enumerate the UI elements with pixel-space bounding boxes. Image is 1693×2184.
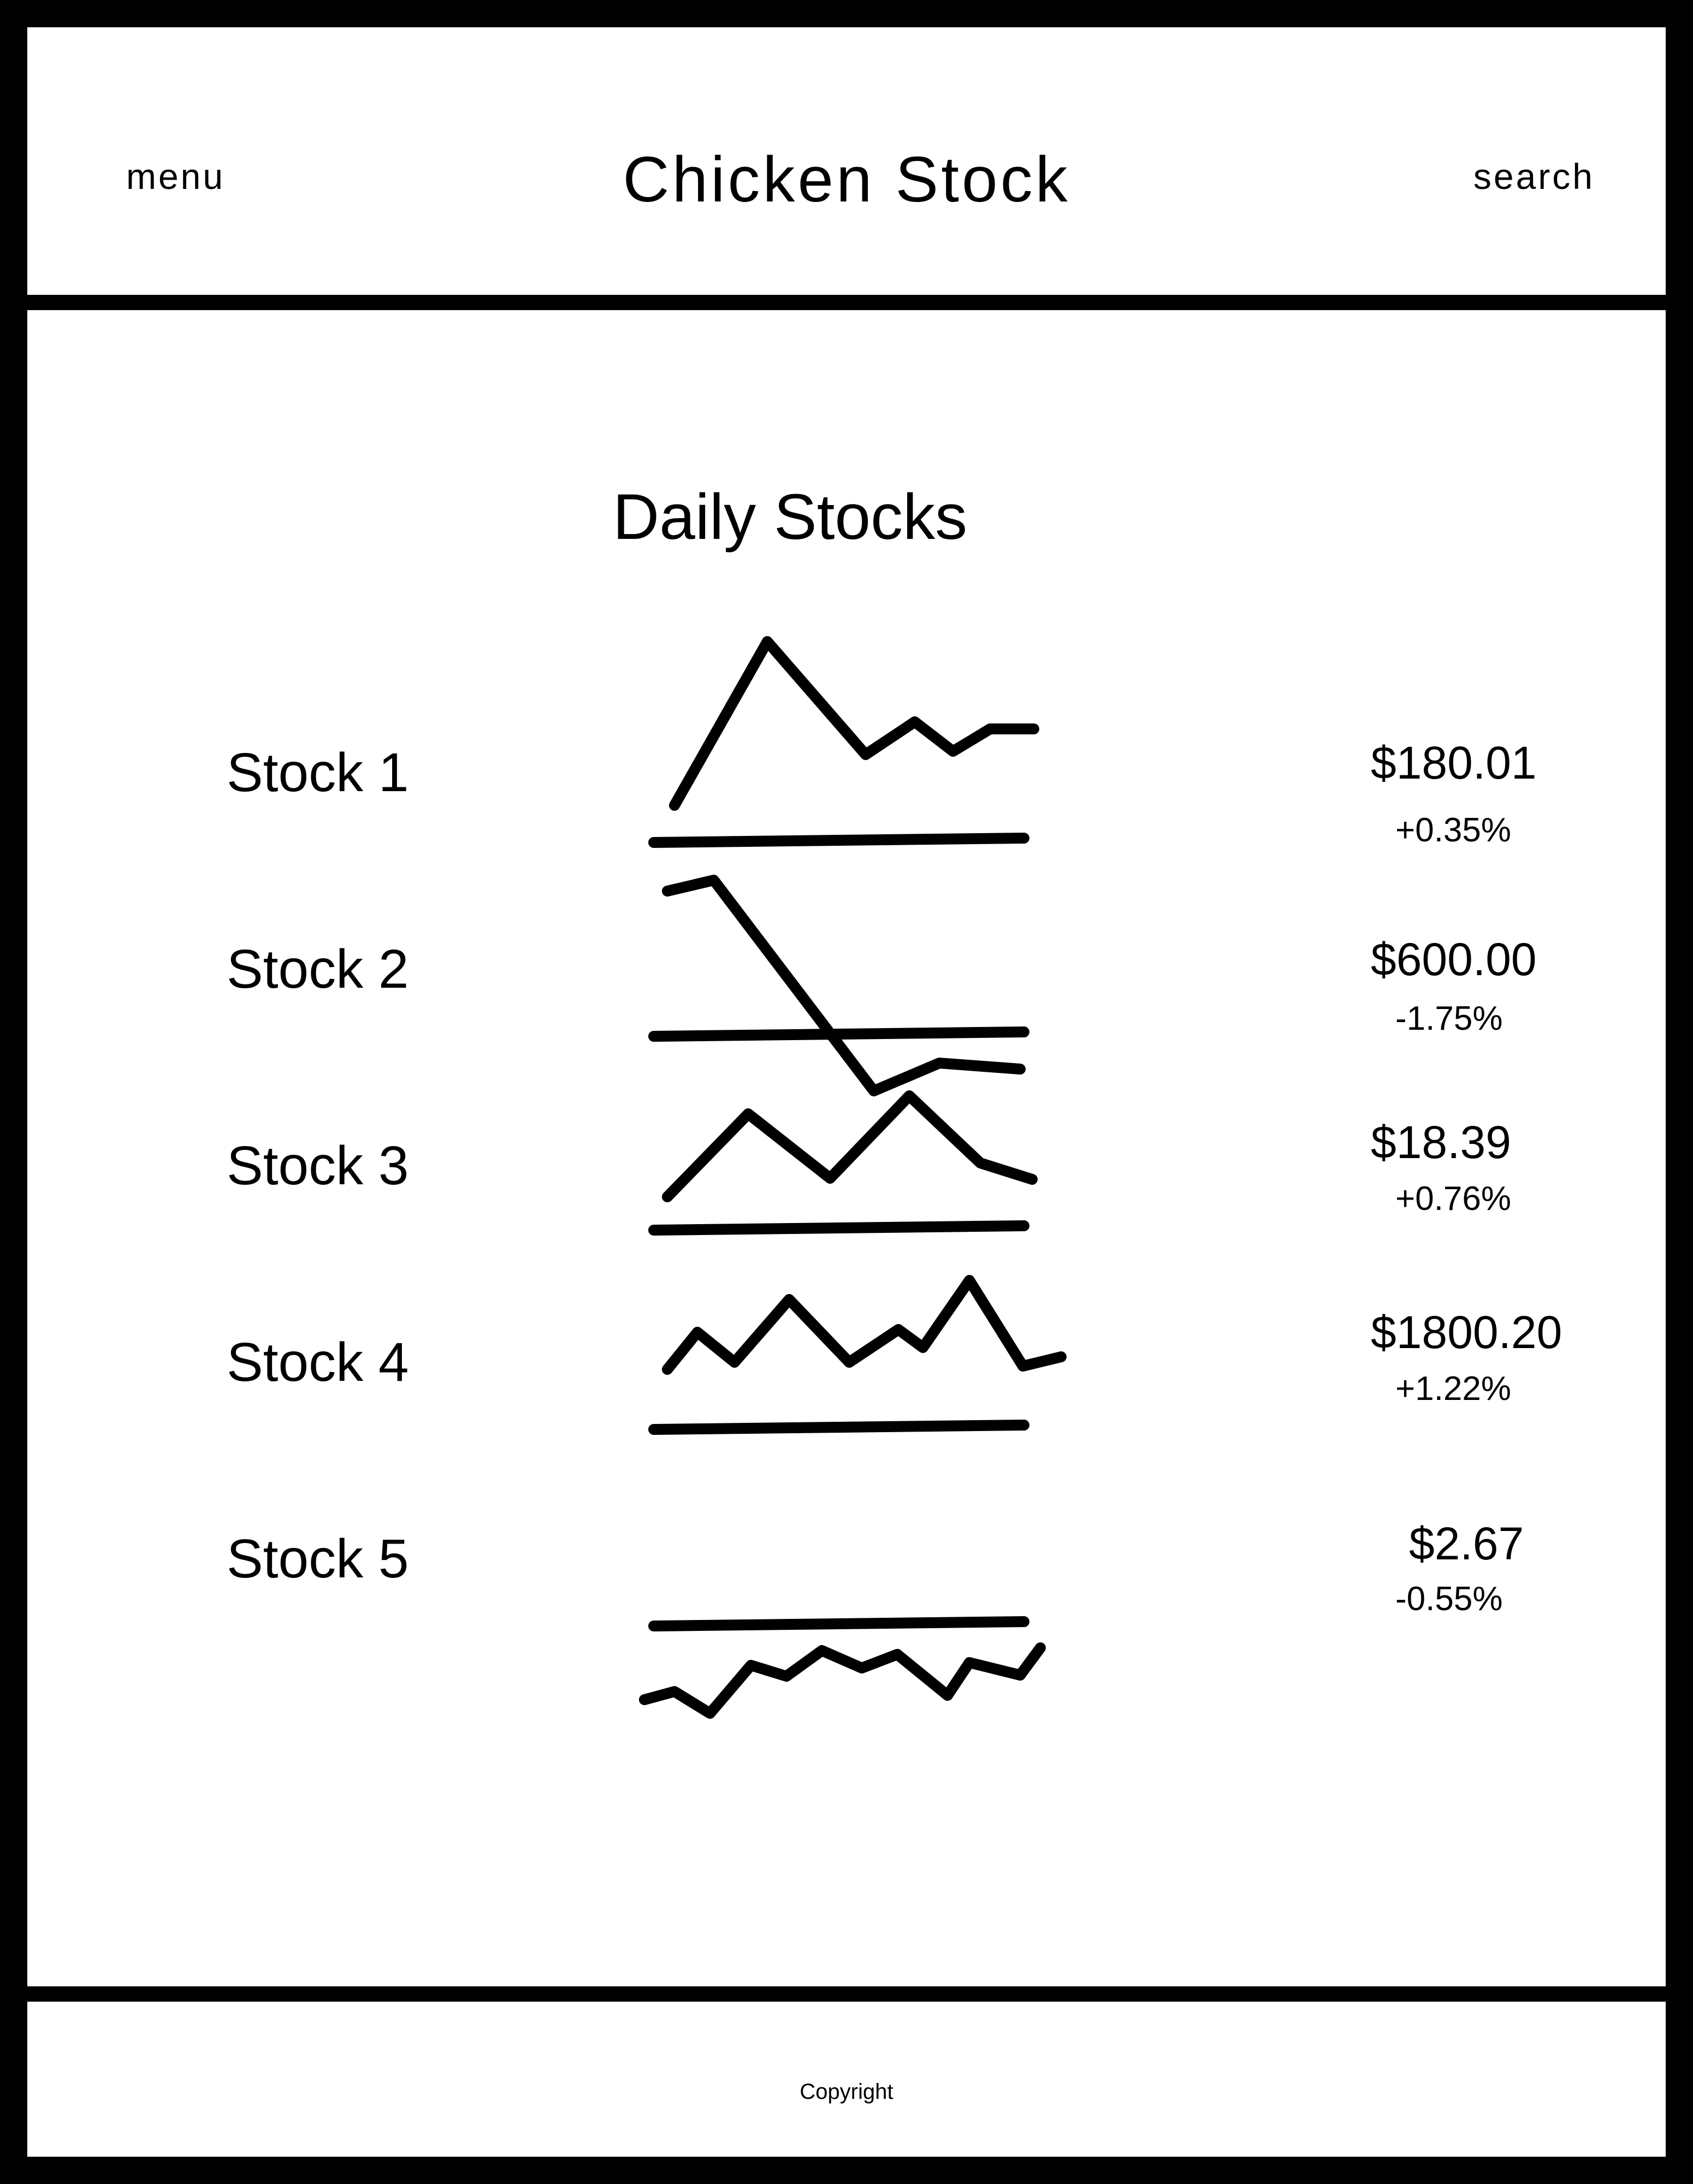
header-divider [27, 295, 1666, 310]
stock-change: +0.76% [1395, 1180, 1512, 1218]
footer-divider [27, 1986, 1666, 2002]
app-title: Chicken Stock [623, 144, 1070, 216]
stock-price: $180.01 [1371, 737, 1537, 788]
stock-name: Stock 3 [227, 1135, 409, 1196]
stock-price: $1800.20 [1371, 1307, 1562, 1358]
search-button[interactable]: search [1473, 156, 1595, 197]
main-content: Daily Stocks Stock 1 $180.01 +0.35% Stoc… [27, 310, 1666, 1986]
stock-change: -0.55% [1395, 1580, 1503, 1618]
header: menu Chicken Stock search [27, 27, 1666, 295]
stock-price: $2.67 [1409, 1518, 1524, 1569]
page-title: Daily Stocks [613, 481, 968, 553]
stock-5-baseline [648, 1616, 1029, 1631]
stock-price: $18.39 [1371, 1117, 1511, 1168]
stock-price: $600.00 [1371, 934, 1537, 985]
stock-change: -1.75% [1395, 1000, 1503, 1037]
stock-name: Stock 5 [227, 1528, 409, 1589]
stock-4-baseline [648, 1420, 1029, 1435]
stock-1-sparkline [669, 636, 1039, 811]
stock-3-sparkline [662, 1090, 1038, 1202]
stock-2-baseline [648, 1026, 1029, 1042]
menu-button[interactable]: menu [126, 156, 226, 197]
stock-name: Stock 1 [227, 742, 409, 803]
stock-change: +1.22% [1395, 1370, 1512, 1408]
stock-name: Stock 2 [227, 939, 409, 1000]
stock-name: Stock 4 [227, 1332, 409, 1393]
stock-4-sparkline [662, 1275, 1067, 1375]
stock-5-sparkline [639, 1642, 1046, 1719]
stock-1-baseline [648, 833, 1029, 848]
copyright-text: Copyright [800, 2080, 893, 2104]
stock-change: +0.35% [1395, 811, 1512, 849]
footer: Copyright [27, 2002, 1666, 2157]
stock-2-sparkline [662, 875, 1026, 1096]
stock-3-baseline [648, 1220, 1029, 1236]
